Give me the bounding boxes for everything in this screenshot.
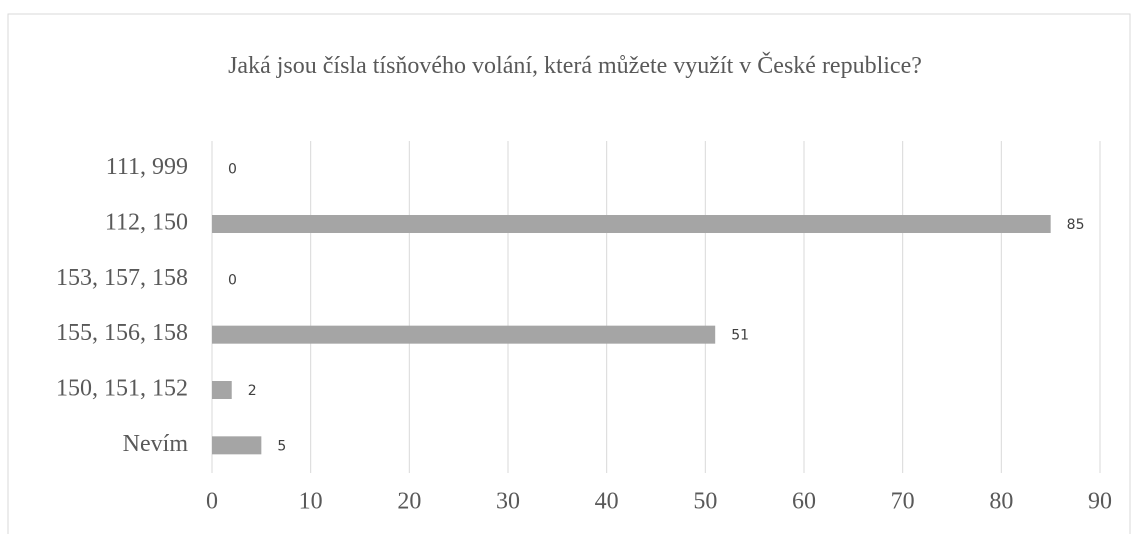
data-label: 85: [1067, 217, 1085, 233]
x-tick-label: 50: [693, 489, 717, 515]
y-tick-label: 150, 151, 152: [56, 376, 188, 402]
x-tick-label: 80: [989, 489, 1013, 515]
bar: [212, 325, 716, 344]
bar: [212, 215, 1051, 233]
x-tick-label: 20: [397, 489, 421, 515]
y-tick-label: 153, 157, 158: [56, 265, 188, 291]
x-tick-label: 40: [595, 489, 619, 515]
data-label: 0: [228, 272, 237, 288]
y-tick-label: 111, 999: [106, 154, 188, 180]
x-tick-label: 70: [891, 489, 915, 515]
y-tick-label: 112, 150: [105, 210, 188, 236]
chart-border: [7, 13, 1131, 534]
bar: [212, 381, 232, 399]
y-tick-label: Nevím: [123, 431, 189, 457]
x-tick-label: 0: [206, 489, 218, 515]
x-tick-label: 60: [792, 489, 816, 515]
y-tick-label: 155, 156, 158: [56, 320, 188, 346]
bar: [212, 436, 262, 455]
data-label: 51: [731, 328, 749, 344]
x-tick-label: 10: [299, 489, 323, 515]
chart-title: Jaká jsou čísla tísňového volání, která …: [228, 53, 922, 79]
data-label: 5: [277, 438, 286, 454]
data-label: 0: [228, 162, 237, 178]
x-tick-label: 30: [496, 489, 520, 515]
x-tick-label: 90: [1088, 489, 1112, 515]
data-label: 2: [248, 383, 257, 399]
